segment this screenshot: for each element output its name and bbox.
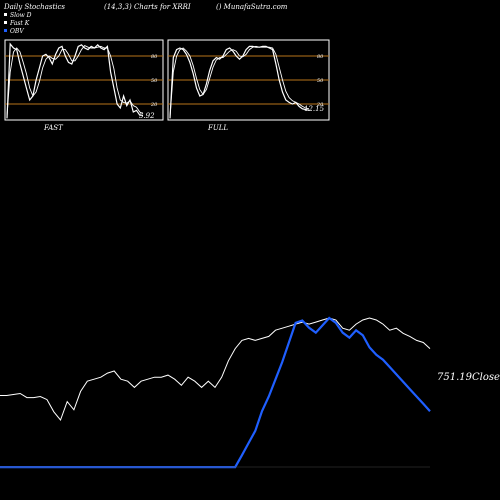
header-center: (14,3,3) Charts for XRRI [104,3,191,11]
full-slow-d-line [169,45,310,117]
header-right: () MunafaSutra.com [216,3,288,11]
legend-swatch-fast-k [4,21,7,24]
full-ytick-50: 50 [317,78,324,84]
legend: Slow D Fast K OBV [4,12,32,35]
full-ytick-80: 80 [317,54,324,60]
header-left: Daily Stochastics [3,3,65,11]
fast-stochastics-panel: FAST 5.92 20 50 80 [4,39,164,132]
full-fast-k-line [169,45,310,119]
legend-label-fast-k: Fast K [9,20,30,27]
fast-slow-d-line [6,45,144,117]
legend-swatch-slow-d [4,13,7,16]
fast-ytick-80: 80 [151,54,158,60]
legend-swatch-obv [4,29,7,32]
fast-fast-k-line [6,42,144,119]
full-panel-label: FULL [207,124,228,132]
full-stochastics-panel: FULL 12.15 20 50 80 [167,39,330,132]
legend-label-obv: OBV [10,28,24,35]
close-label: 751.19Close [437,372,500,383]
fast-ytick-50: 50 [151,78,158,84]
legend-label-slow-d: Slow D [10,12,32,19]
full-value-label: 12.15 [304,105,325,113]
fast-panel-label: FAST [43,124,64,132]
close-price-line [0,317,431,421]
full-ytick-20: 20 [316,102,324,108]
price-obv-area: 751.19Close [0,316,500,469]
fast-value-label: 5.92 [139,112,155,120]
fast-ytick-20: 20 [150,102,158,108]
